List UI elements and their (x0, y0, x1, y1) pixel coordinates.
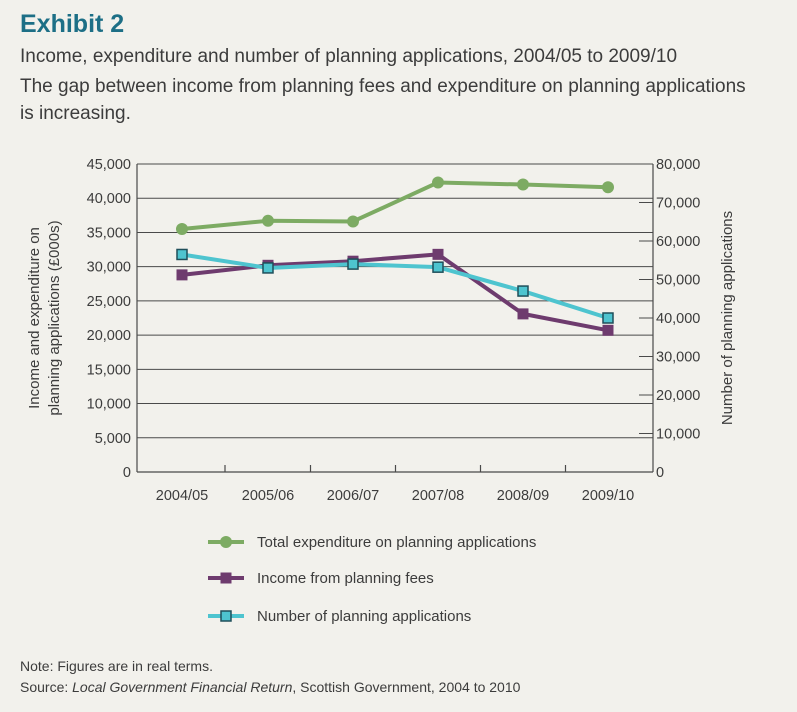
right-tick-label: 0 (656, 465, 664, 481)
legend: Total expenditure on planning applicatio… (208, 534, 536, 625)
axes (136, 164, 654, 473)
series-2 (176, 248, 614, 324)
legend-label: Number of planning applications (257, 608, 471, 625)
x-tick-label: 2004/05 (156, 488, 208, 504)
data-point (517, 308, 529, 320)
chart-title: Income, expenditure and number of planni… (20, 46, 678, 67)
data-point (262, 214, 274, 227)
legend-marker (220, 610, 232, 622)
right-tick-label: 50,000 (656, 273, 700, 289)
data-point (432, 261, 444, 273)
left-tick-label: 20,000 (87, 328, 131, 344)
x-tick-label: 2007/08 (412, 488, 464, 504)
x-axis-labels: 2004/05 2005/06 2006/07 2007/08 2008/09 2009/… (156, 488, 634, 504)
left-axis-ticks: 0 5,000 10,000 15,000 20,000 25,000 30,000 35,0… (87, 157, 131, 481)
left-tick-label: 10,000 (87, 397, 131, 413)
right-tick-label: 30,000 (656, 350, 700, 366)
left-tick-label: 35,000 (87, 225, 131, 241)
note: Note: Figures are in real terms. (20, 658, 213, 674)
series-0 (176, 176, 614, 236)
data-point (602, 324, 614, 336)
right-tick-label: 20,000 (656, 388, 700, 404)
data-point (602, 181, 614, 194)
right-tick-label: 70,000 (656, 196, 700, 212)
data-point (432, 248, 444, 260)
legend-item: Income from planning fees (208, 570, 434, 587)
data-point (517, 285, 529, 297)
data-point (347, 258, 359, 270)
series-line (181, 252, 609, 320)
source-rest: , Scottish Government, 2004 to 2010 (292, 679, 521, 695)
legend-marker (220, 536, 232, 548)
source-title: Local Government Financial Return (72, 679, 293, 695)
series-line (181, 180, 609, 232)
chart-subtitle: The gap between income from planning fee… (20, 76, 746, 124)
data-point (517, 178, 529, 191)
left-tick-label: 30,000 (87, 260, 131, 276)
left-tick-label: 15,000 (87, 362, 131, 378)
legend-item: Number of planning applications (208, 608, 471, 625)
right-tick-label: 80,000 (656, 157, 700, 173)
exhibit-label: Exhibit 2 (20, 10, 125, 38)
x-tick-label: 2006/07 (327, 488, 379, 504)
data-point (432, 176, 444, 189)
source-prefix: Source: (20, 679, 73, 695)
data-point (262, 262, 274, 274)
legend-label: Income from planning fees (257, 570, 434, 587)
data-point (602, 312, 614, 324)
data-point (176, 223, 188, 236)
right-tick-label: 60,000 (656, 234, 700, 250)
x-tick-label: 2008/09 (497, 488, 549, 504)
right-tick-label: 10,000 (656, 427, 700, 443)
left-axis-title-line: Income and expenditure on (26, 227, 43, 409)
left-axis-title-line: planning applications (£000s) (46, 220, 63, 415)
right-axis-title: Number of planning applications (719, 211, 736, 425)
data-point (176, 269, 188, 281)
data-point (176, 248, 188, 261)
legend-item: Total expenditure on planning applicatio… (208, 534, 536, 551)
x-tick-label: 2009/10 (582, 488, 634, 504)
left-tick-label: 5,000 (95, 431, 131, 447)
gridlines (137, 163, 653, 439)
left-axis-title: Income and expenditure on planning applic… (26, 220, 63, 415)
source: Source: Local Government Financial Retur… (20, 679, 520, 695)
right-tick-label: 40,000 (656, 311, 700, 327)
legend-label: Total expenditure on planning applicatio… (257, 534, 536, 551)
x-tick-label: 2005/06 (242, 488, 294, 504)
data-point (347, 215, 359, 228)
left-tick-label: 40,000 (87, 191, 131, 207)
left-tick-label: 45,000 (87, 157, 131, 173)
left-tick-label: 0 (123, 465, 131, 481)
right-axis-ticks: 0 10,000 20,000 30,000 40,000 50,000 60,000 70,… (639, 157, 700, 481)
legend-marker (220, 572, 232, 584)
left-tick-label: 25,000 (87, 294, 131, 310)
series (176, 176, 614, 336)
